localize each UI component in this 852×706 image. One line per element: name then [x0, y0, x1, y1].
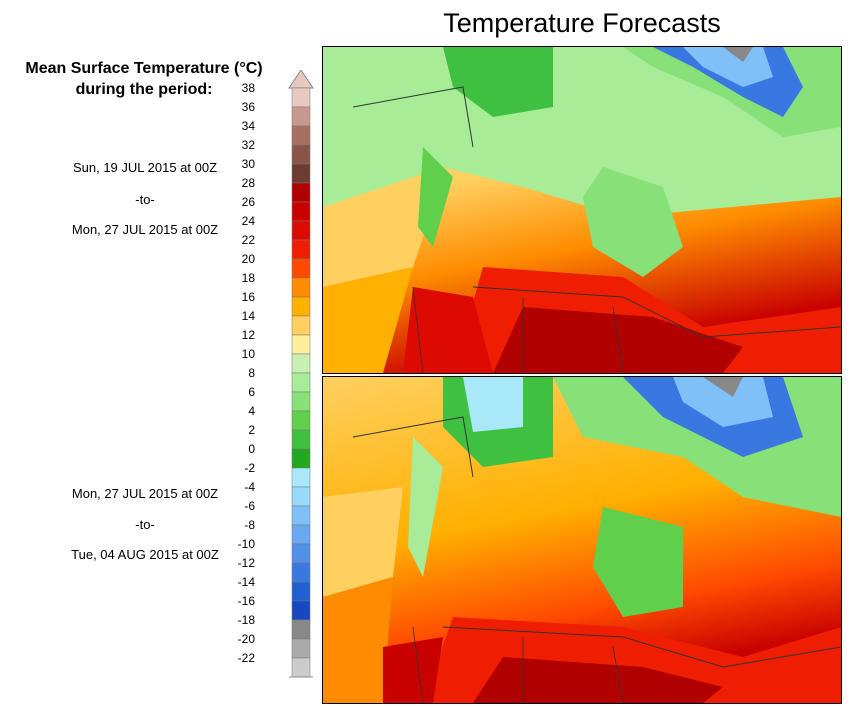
scale-swatch [291, 486, 311, 507]
scale-swatch [291, 239, 311, 260]
legend-heading-line1: Mean Surface Temperature (°C) [25, 60, 263, 77]
scale-tick-label: 4 [248, 404, 255, 418]
scale-swatch [291, 543, 311, 564]
scale-tick-label: 12 [241, 328, 255, 342]
scale-swatch [291, 125, 311, 146]
scale-tick-label: 22 [241, 233, 255, 247]
legend-heading-line2: during the period: [75, 81, 213, 98]
scale-tick-label: -20 [237, 632, 255, 646]
scale-swatch [291, 600, 311, 621]
scale-tick-label: 20 [241, 252, 255, 266]
scale-swatch [291, 581, 311, 602]
scale-tick-label: 6 [248, 385, 255, 399]
scale-tick-label: -14 [237, 575, 255, 589]
scale-swatch [291, 106, 311, 127]
scale-tick-label: -12 [237, 556, 255, 570]
period-1-start: Sun, 19 JUL 2015 at 00Z [72, 160, 218, 175]
scale-tick-label: 36 [241, 100, 255, 114]
scale-tick-label: -10 [237, 537, 255, 551]
map-period-2 [322, 376, 842, 704]
scale-swatch [291, 220, 311, 241]
scale-tick-label: -18 [237, 613, 255, 627]
period-2-end: Tue, 04 AUG 2015 at 00Z [71, 547, 219, 562]
scale-tick-label: 24 [241, 214, 255, 228]
scale-swatch [291, 144, 311, 165]
period-2-separator: -to- [135, 517, 155, 532]
scale-swatch [291, 562, 311, 583]
scale-tick-label: 34 [241, 119, 255, 133]
scale-tick-label: -2 [244, 461, 255, 475]
scale-swatch [291, 201, 311, 222]
scale-swatch [291, 372, 311, 393]
scale-tick-label: 18 [241, 271, 255, 285]
scale-swatch [291, 353, 311, 374]
scale-swatch [291, 87, 311, 108]
scale-swatch [291, 619, 311, 640]
scale-tick-label: 2 [248, 423, 255, 437]
scale-swatch [291, 391, 311, 412]
scale-swatch [291, 163, 311, 184]
scale-swatch [291, 334, 311, 355]
scale-tick-label: 16 [241, 290, 255, 304]
scale-swatch [291, 467, 311, 488]
scale-swatch [291, 429, 311, 450]
scale-swatch [291, 505, 311, 526]
scale-tick-label: 28 [241, 176, 255, 190]
scale-tick-label: 10 [241, 347, 255, 361]
scale-arrow-up [288, 70, 314, 89]
scale-swatch [291, 258, 311, 279]
scale-swatch [291, 448, 311, 469]
scale-tick-label: 30 [241, 157, 255, 171]
period-2-start: Mon, 27 JUL 2015 at 00Z [71, 486, 219, 501]
scale-swatch [291, 524, 311, 545]
scale-tick-label: 32 [241, 138, 255, 152]
scale-tick-label: -4 [244, 480, 255, 494]
scale-tick-label: 14 [241, 309, 255, 323]
scale-swatch [291, 277, 311, 298]
scale-tick-label: 38 [241, 81, 255, 95]
scale-swatch [291, 638, 311, 659]
scale-swatch [291, 657, 311, 678]
scale-swatch [291, 410, 311, 431]
scale-swatch [291, 315, 311, 336]
scale-tick-label: -22 [237, 651, 255, 665]
legend-heading: Mean Surface Temperature (°C) during the… [4, 58, 284, 100]
scale-tick-label: 0 [248, 442, 255, 456]
scale-tick-label: 26 [241, 195, 255, 209]
map-period-1 [322, 46, 842, 374]
scale-swatch [291, 296, 311, 317]
scale-tick-label: 8 [248, 366, 255, 380]
scale-swatch [291, 182, 311, 203]
period-1-end: Mon, 27 JUL 2015 at 00Z [71, 222, 219, 237]
color-scale-bar [288, 70, 314, 678]
page-title: Temperature Forecasts [443, 8, 721, 38]
scale-tick-label: -16 [237, 594, 255, 608]
period-1-separator: -to- [135, 192, 155, 207]
scale-tick-label: -6 [244, 499, 255, 513]
scale-tick-label: -8 [244, 518, 255, 532]
